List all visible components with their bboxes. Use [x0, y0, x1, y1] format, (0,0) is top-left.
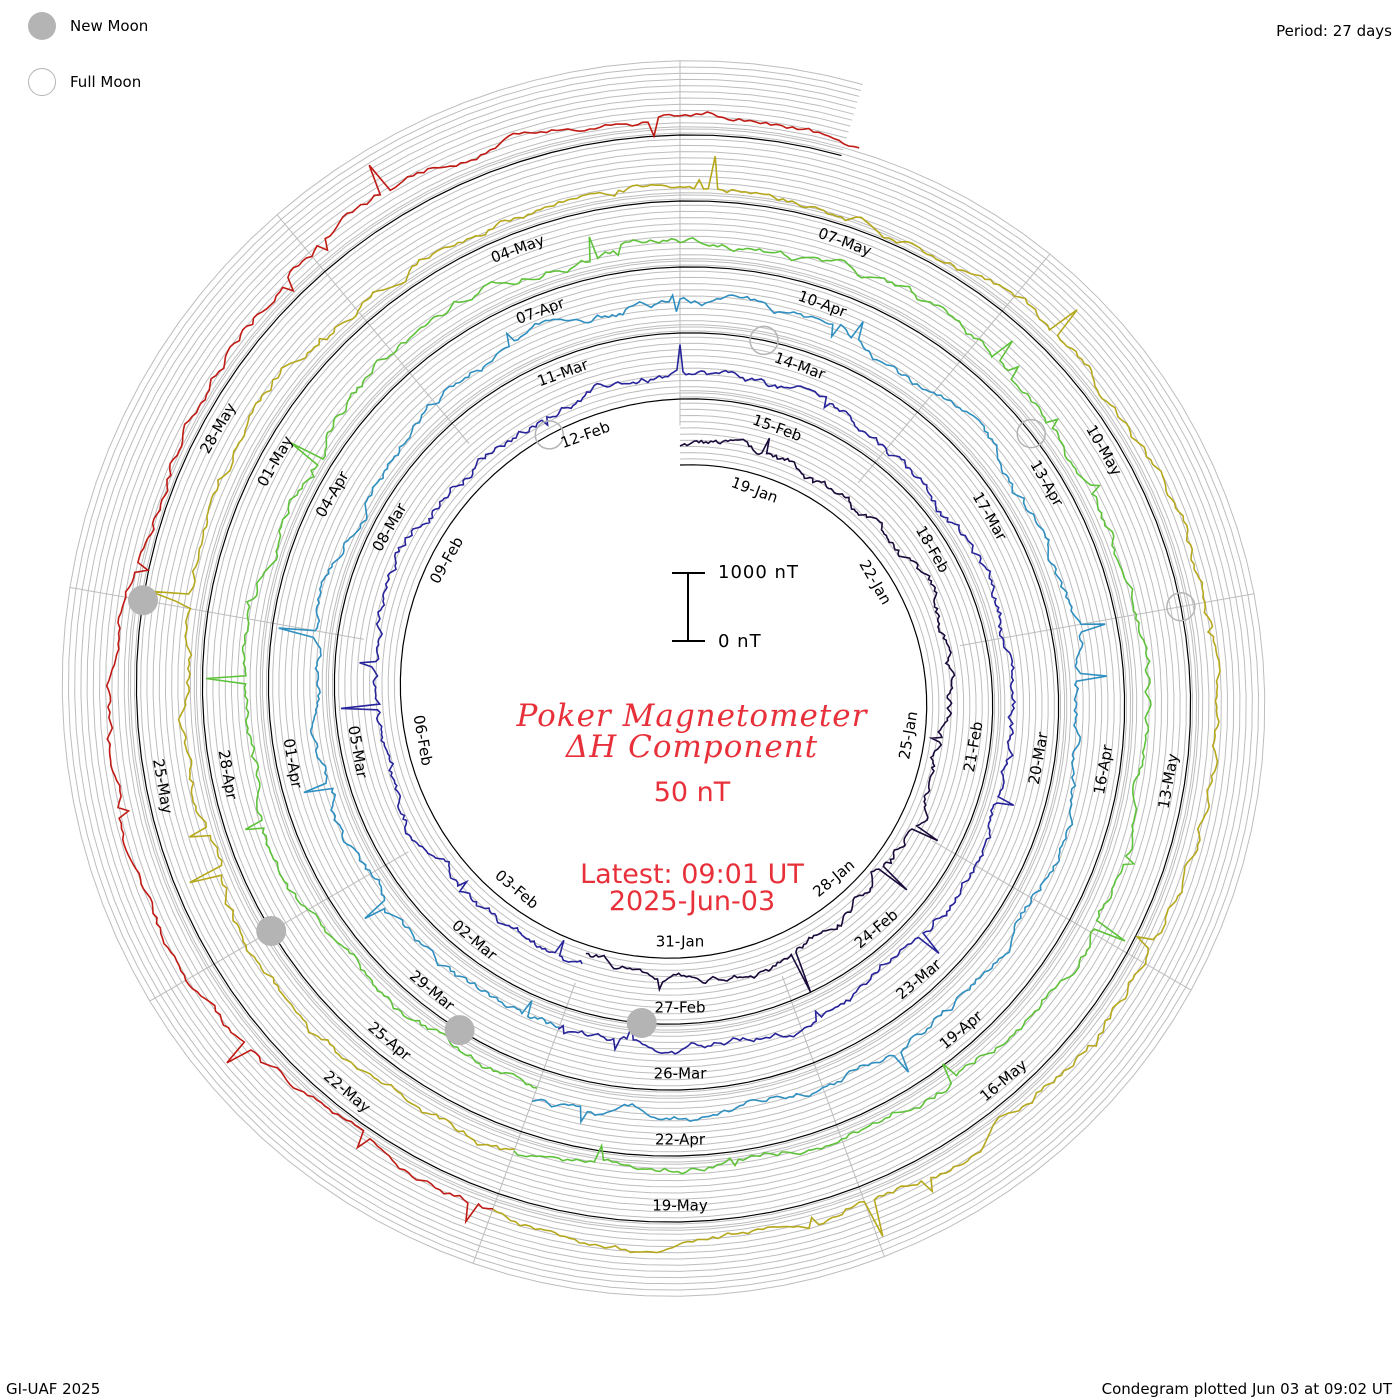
- moon-layer: [128, 325, 1196, 1046]
- latest-time-label: Latest: 09:01 UT: [580, 859, 804, 890]
- grid-spiral: [123, 122, 1204, 1235]
- date-label: 31-Jan: [656, 933, 704, 951]
- series-trace-cycle-4: [205, 236, 1152, 1175]
- grid-spiral: [86, 85, 1241, 1272]
- series-trace-cycle-6: [105, 111, 860, 1225]
- legend-new-moon: New Moon: [28, 12, 148, 40]
- grid-spoke: [781, 975, 885, 1257]
- grid-spiral: [98, 97, 1229, 1260]
- latest-date-label: 2025-Jun-03: [608, 886, 776, 917]
- grid-layer: [61, 60, 1266, 1297]
- legend-full-moon-label: Full Moon: [70, 73, 142, 91]
- date-label: 17-Mar: [969, 489, 1011, 544]
- chart-subtitle: ΔH Component: [565, 729, 819, 765]
- full-moon-marker: [534, 420, 565, 450]
- date-label: 19-May: [652, 1197, 708, 1215]
- scale-bar-top-label: 1000 nT: [718, 562, 799, 583]
- series-trace-cycle-5: [149, 156, 1221, 1254]
- footer-plot-time: Condegram plotted Jun 03 at 09:02 UT: [1101, 1380, 1392, 1398]
- date-label: 19-Jan: [729, 473, 781, 506]
- series-layer: [105, 111, 1221, 1254]
- grid-spiral: [67, 66, 1260, 1291]
- footer-credit: GI-UAF 2025: [6, 1380, 101, 1398]
- new-moon-marker: [256, 916, 287, 946]
- new-moon-icon: [28, 12, 56, 40]
- date-label: 13-Apr: [1026, 457, 1067, 510]
- date-label: 18-Feb: [912, 523, 953, 576]
- grid-spoke: [857, 253, 1051, 484]
- new-moon-marker: [444, 1015, 475, 1046]
- legend-full-moon: Full Moon: [28, 68, 141, 96]
- grid-spiral: [74, 72, 1253, 1285]
- series-trace-cycle-2: [340, 344, 1017, 1055]
- baseline-layer: [135, 134, 1192, 1223]
- date-label: 26-Mar: [654, 1065, 708, 1083]
- grid-spiral: [105, 103, 1222, 1254]
- baseline-spiral: [135, 134, 1192, 1223]
- full-moon-marker: [749, 325, 779, 356]
- new-moon-marker: [626, 1008, 657, 1038]
- date-label: 14-Mar: [772, 348, 829, 383]
- full-moon-icon: [28, 68, 56, 96]
- grid-spoke: [472, 982, 576, 1264]
- grid-spoke: [276, 214, 470, 444]
- grid-spiral: [129, 128, 1198, 1229]
- full-moon-marker: [1166, 591, 1196, 622]
- date-label: 07-May: [816, 224, 874, 260]
- date-label: 27-Feb: [654, 999, 705, 1017]
- grid-spiral: [92, 91, 1235, 1266]
- scale-bar: [672, 572, 705, 642]
- grid-spacing-label: 50 nT: [653, 777, 731, 808]
- legend-new-moon-label: New Moon: [70, 17, 149, 35]
- scale-bar-bottom-label: 0 nT: [718, 631, 762, 652]
- chart-title: Poker Magnetometer: [516, 698, 868, 734]
- date-label: 04-May: [488, 231, 546, 267]
- date-label: 22-Apr: [655, 1131, 706, 1149]
- grid-spiral: [61, 60, 1266, 1297]
- series-trace-cycle-3: [278, 292, 1107, 1125]
- new-moon-marker: [128, 585, 158, 616]
- period-label: Period: 27 days: [1276, 22, 1392, 40]
- grid-spiral: [80, 78, 1247, 1279]
- date-label: 12-Feb: [558, 418, 612, 452]
- full-moon-marker: [1016, 418, 1046, 449]
- grid-spiral: [117, 116, 1210, 1241]
- series-trace-cycle-1: [585, 437, 956, 993]
